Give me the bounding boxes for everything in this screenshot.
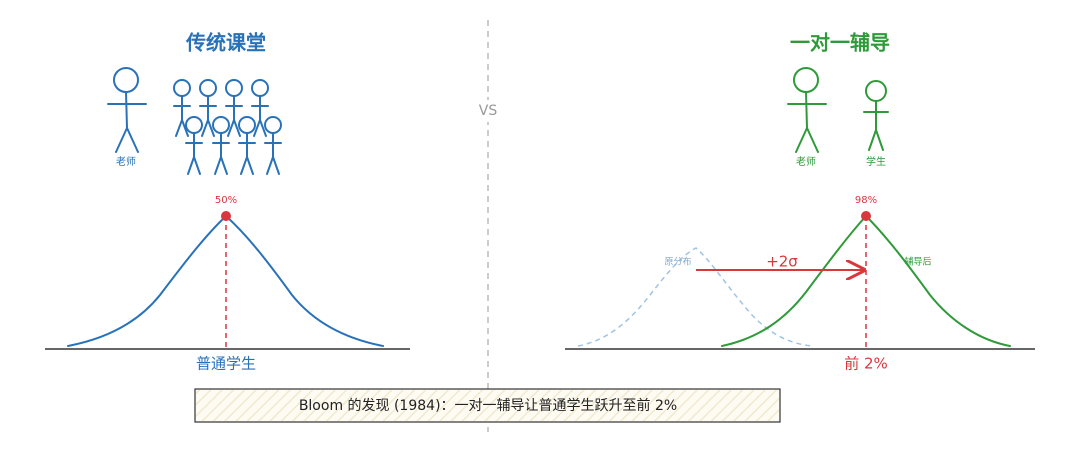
- student-figure: [863, 80, 889, 151]
- left-title: 传统课堂: [185, 31, 266, 55]
- right-axis-label: 前 2%: [844, 355, 888, 373]
- teacher-figure: [107, 67, 147, 153]
- tutor-label: 老师: [796, 155, 816, 168]
- student-label: 学生: [866, 155, 886, 168]
- shift-label: +2σ: [766, 253, 798, 271]
- after-label: 辅导后: [904, 256, 931, 268]
- right-peak-dot: [861, 211, 871, 221]
- left-peak-label: 50%: [215, 195, 237, 206]
- tutor-figure: [787, 67, 827, 153]
- right-peak-label: 98%: [855, 195, 877, 206]
- left-axis-label: 普通学生: [196, 355, 256, 373]
- right-title: 一对一辅导: [790, 31, 890, 55]
- vs-label: VS: [479, 103, 498, 119]
- caption-hatch: [196, 390, 779, 421]
- caption: Bloom 的发现 (1984)：一对一辅导让普通学生跃升至前 2%: [299, 397, 677, 414]
- students-figure: [173, 79, 282, 175]
- divider-bg: [474, 100, 502, 122]
- before-label: 原分布: [664, 256, 691, 268]
- teacher-label: 老师: [116, 155, 136, 168]
- left-peak-dot: [221, 211, 231, 221]
